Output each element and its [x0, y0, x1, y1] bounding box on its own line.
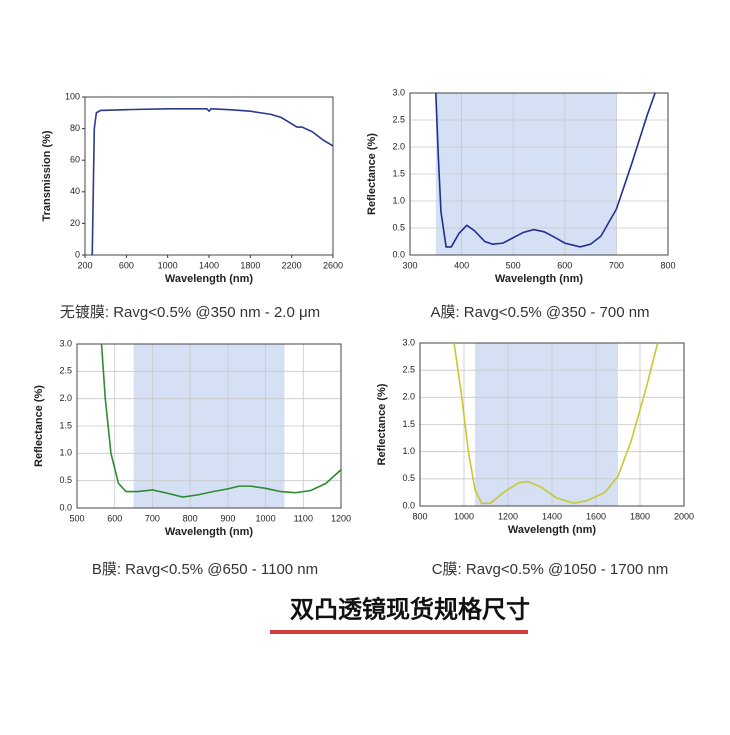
- chart: 500 600 700 800 900 1000 1100 1200 0.0 0.5 1.0 1.5 2…: [33, 338, 351, 578]
- chart: 800 1000 1200 1400 1600 1800 2000 0.0 0.5 1.0 1.5 2…: [376, 337, 694, 578]
- y-tick-label: 0.0: [59, 502, 72, 512]
- x-tick-label: 2200: [282, 260, 302, 270]
- y-axis-label: Reflectance (%): [376, 383, 388, 465]
- y-tick-label: 2.5: [402, 365, 415, 375]
- x-tick-label: 200: [77, 260, 92, 270]
- y-tick-label: 1.5: [402, 419, 415, 429]
- page-heading: 双凸透镜现货规格尺寸: [290, 595, 530, 623]
- y-tick-label: 20: [70, 218, 80, 228]
- plot-frame: [76, 343, 342, 509]
- y-tick-label: 60: [70, 155, 80, 165]
- y-tick-label: 3.0: [392, 87, 405, 97]
- y-tick-label: 2.5: [59, 366, 72, 376]
- x-tick-label: 400: [454, 260, 469, 270]
- y-tick-label: 3.0: [402, 337, 415, 347]
- x-tick-label: 600: [557, 260, 572, 270]
- y-tick-label: 0.5: [392, 222, 405, 232]
- x-axis-label: Wavelength (nm): [165, 273, 254, 285]
- x-tick-label: 800: [412, 511, 427, 521]
- x-tick-label: 2000: [674, 511, 694, 521]
- x-tick-label: 1400: [199, 260, 219, 270]
- x-tick-label: 600: [119, 260, 134, 270]
- y-axis-label: Transmission (%): [41, 130, 53, 221]
- y-tick-label: 3.0: [59, 338, 72, 348]
- chart-caption: C膜: Ravg<0.5% @1050 - 1700 nm: [432, 561, 669, 578]
- data-line: [435, 93, 656, 248]
- chart-caption: 无镀膜: Ravg<0.5% @350 nm - 2.0 μm: [60, 304, 320, 321]
- data-line: [453, 343, 659, 505]
- x-tick-label: 800: [660, 260, 675, 270]
- y-tick-label: 100: [65, 91, 80, 101]
- y-tick-label: 0.0: [392, 249, 405, 259]
- x-axis-label: Wavelength (nm): [165, 526, 254, 538]
- x-tick-label: 1600: [586, 511, 606, 521]
- y-tick-label: 1.0: [59, 448, 72, 458]
- x-tick-label: 2600: [323, 260, 343, 270]
- y-tick-label: 2.0: [59, 393, 72, 403]
- x-tick-label: 1200: [331, 513, 351, 523]
- y-tick-label: 0.5: [402, 473, 415, 483]
- x-axis-label: Wavelength (nm): [508, 524, 597, 536]
- chart: 300 400 500 600 700 800 0.0 0.5 1.0 1.5 2.0 2.5 3.0 W…: [366, 87, 676, 321]
- x-tick-label: 900: [220, 513, 235, 523]
- x-tick-label: 1800: [240, 260, 260, 270]
- data-line: [91, 108, 333, 255]
- y-tick-label: 1.5: [59, 420, 72, 430]
- data-line: [100, 344, 341, 498]
- y-tick-label: 2.0: [402, 392, 415, 402]
- y-tick-label: 1.0: [402, 446, 415, 456]
- y-tick-label: 0: [75, 249, 80, 259]
- chart: 200 600 1000 1400 1800 2200 2600 0 20 40 60 80 100 Wa…: [41, 91, 343, 321]
- plot-frame: [84, 96, 334, 256]
- x-tick-label: 1100: [294, 513, 313, 523]
- x-tick-label: 1000: [454, 511, 474, 521]
- x-tick-label: 300: [402, 260, 417, 270]
- y-axis-label: Reflectance (%): [366, 133, 378, 215]
- x-tick-label: 500: [69, 513, 84, 523]
- y-tick-label: 1.0: [392, 195, 405, 205]
- x-tick-label: 1800: [630, 511, 650, 521]
- y-tick-label: 40: [70, 186, 80, 196]
- x-tick-label: 800: [183, 513, 198, 523]
- heading-underline: [270, 630, 528, 634]
- y-tick-label: 0.5: [59, 475, 72, 485]
- chart-caption: B膜: Ravg<0.5% @650 - 1100 nm: [92, 561, 318, 578]
- y-tick-label: 2.5: [392, 114, 405, 124]
- x-tick-label: 700: [145, 513, 160, 523]
- y-tick-label: 0.0: [402, 500, 415, 510]
- x-tick-label: 1000: [256, 513, 276, 523]
- y-tick-label: 1.5: [392, 168, 405, 178]
- y-axis-label: Reflectance (%): [33, 385, 45, 467]
- x-tick-label: 700: [609, 260, 624, 270]
- x-tick-label: 1200: [498, 511, 518, 521]
- x-tick-label: 500: [506, 260, 521, 270]
- x-tick-label: 600: [107, 513, 122, 523]
- x-tick-label: 1000: [158, 260, 178, 270]
- x-tick-label: 1400: [542, 511, 562, 521]
- y-tick-label: 2.0: [392, 141, 405, 151]
- chart-caption: A膜: Ravg<0.5% @350 - 700 nm: [430, 304, 649, 321]
- x-axis-label: Wavelength (nm): [495, 273, 584, 285]
- y-tick-label: 80: [70, 123, 80, 133]
- plot-frame: [409, 92, 669, 256]
- plot-frame: [419, 342, 685, 507]
